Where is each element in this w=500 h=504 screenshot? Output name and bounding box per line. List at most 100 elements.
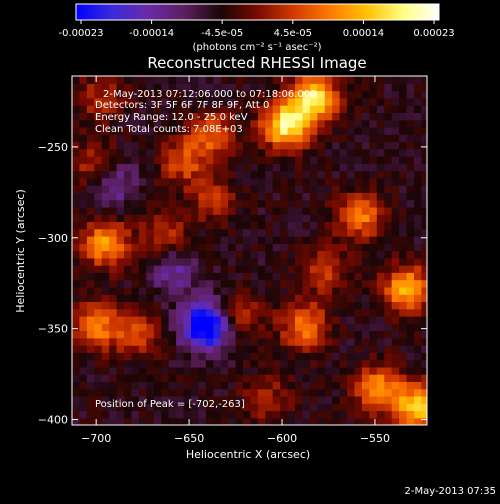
heatmap-cell	[287, 214, 296, 222]
heatmap-cell	[391, 134, 400, 143]
heatmap-cell	[272, 410, 281, 419]
heatmap-cell	[176, 170, 185, 179]
heatmap-cell	[161, 279, 170, 288]
heatmap-cell	[131, 279, 140, 288]
heatmap-cell	[354, 243, 363, 252]
heatmap-cell	[421, 417, 427, 425]
heatmap-cell	[86, 410, 95, 419]
heatmap-cell	[332, 156, 341, 164]
heatmap-cell	[161, 119, 170, 128]
heatmap-cell	[250, 257, 259, 266]
heatmap-cell	[272, 286, 281, 295]
heatmap-cell	[79, 156, 88, 164]
heatmap-cell	[421, 97, 427, 106]
heatmap-cell	[414, 286, 422, 295]
heatmap-cell	[332, 236, 341, 244]
heatmap-cell	[295, 243, 303, 252]
heatmap-cell	[198, 366, 207, 375]
heatmap-cell	[235, 345, 244, 353]
heatmap-cell	[153, 90, 162, 99]
heatmap-cell	[406, 410, 415, 419]
heatmap-cell	[265, 374, 274, 382]
heatmap-cell	[280, 221, 289, 230]
heatmap-cell	[138, 156, 147, 164]
heatmap-cell	[280, 163, 289, 172]
heatmap-cell	[191, 170, 199, 179]
heatmap-cell	[168, 243, 177, 252]
heatmap-cell	[317, 410, 326, 419]
heatmap-cell	[86, 381, 95, 390]
heatmap-cell	[332, 417, 341, 425]
heatmap-cell	[116, 156, 125, 164]
heatmap-cell	[257, 90, 266, 99]
heatmap-cell	[257, 236, 266, 244]
heatmap-cell	[265, 395, 274, 404]
heatmap-cell	[109, 352, 118, 361]
heatmap-cell	[176, 374, 185, 382]
heatmap-cell	[347, 76, 356, 84]
heatmap-cell	[324, 221, 333, 230]
heatmap-cell	[243, 148, 251, 157]
heatmap-cell	[324, 294, 333, 302]
heatmap-cell	[146, 206, 155, 215]
heatmap-cell	[421, 177, 427, 186]
heatmap-cell	[153, 192, 162, 201]
heatmap-cell	[228, 381, 237, 390]
heatmap-cell	[280, 257, 289, 266]
heatmap-cell	[168, 410, 177, 419]
heatmap-cell	[124, 134, 132, 143]
heatmap-cell	[302, 90, 311, 99]
heatmap-cell	[72, 76, 80, 84]
heatmap-cell	[414, 163, 422, 172]
heatmap-cell	[384, 403, 393, 412]
heatmap-cell	[116, 279, 125, 288]
heatmap-cell	[131, 286, 140, 295]
heatmap-cell	[361, 345, 370, 353]
heatmap-cell	[243, 90, 251, 99]
heatmap-cell	[86, 83, 95, 92]
heatmap-cell	[287, 170, 296, 179]
heatmap-cell	[332, 206, 341, 215]
heatmap-cell	[399, 192, 408, 201]
heatmap-cell	[86, 345, 95, 353]
heatmap-cell	[79, 286, 88, 295]
heatmap-cell	[309, 366, 318, 375]
heatmap-cell	[183, 185, 192, 193]
heatmap-cell	[332, 265, 341, 273]
heatmap-cell	[72, 352, 80, 361]
heatmap-cell	[399, 177, 408, 186]
heatmap-cell	[183, 199, 192, 208]
heatmap-cell	[265, 403, 274, 412]
heatmap-cell	[354, 97, 363, 106]
heatmap-cell	[124, 185, 132, 193]
heatmap-cell	[361, 105, 370, 113]
heatmap-cell	[86, 265, 95, 273]
heatmap-cell	[205, 403, 214, 412]
heatmap-cell	[198, 185, 207, 193]
heatmap-cell	[302, 257, 311, 266]
heatmap-cell	[72, 148, 80, 157]
heatmap-cell	[176, 323, 185, 332]
heatmap-cell	[213, 134, 222, 143]
heatmap-cell	[265, 243, 274, 252]
heatmap-cell	[86, 279, 95, 288]
heatmap-cell	[220, 417, 229, 425]
observation-info: 2-May-2013 07:12:06.000 to 07:18:06.000 …	[95, 89, 316, 135]
heatmap-cell	[265, 337, 274, 346]
heatmap-cell	[124, 192, 132, 201]
heatmap-cell	[414, 301, 422, 310]
heatmap-cell	[376, 221, 385, 230]
heatmap-cell	[399, 395, 408, 404]
heatmap-cell	[213, 105, 222, 113]
heatmap-cell	[287, 126, 296, 135]
heatmap-cell	[213, 381, 222, 390]
heatmap-cell	[213, 257, 222, 266]
heatmap-cell	[235, 97, 244, 106]
heatmap-cell	[384, 105, 393, 113]
heatmap-cell	[421, 76, 427, 84]
heatmap-cell	[191, 243, 199, 252]
heatmap-cell	[176, 308, 185, 317]
heatmap-cell	[302, 272, 311, 281]
heatmap-cell	[116, 286, 125, 295]
heatmap-cell	[265, 294, 274, 302]
